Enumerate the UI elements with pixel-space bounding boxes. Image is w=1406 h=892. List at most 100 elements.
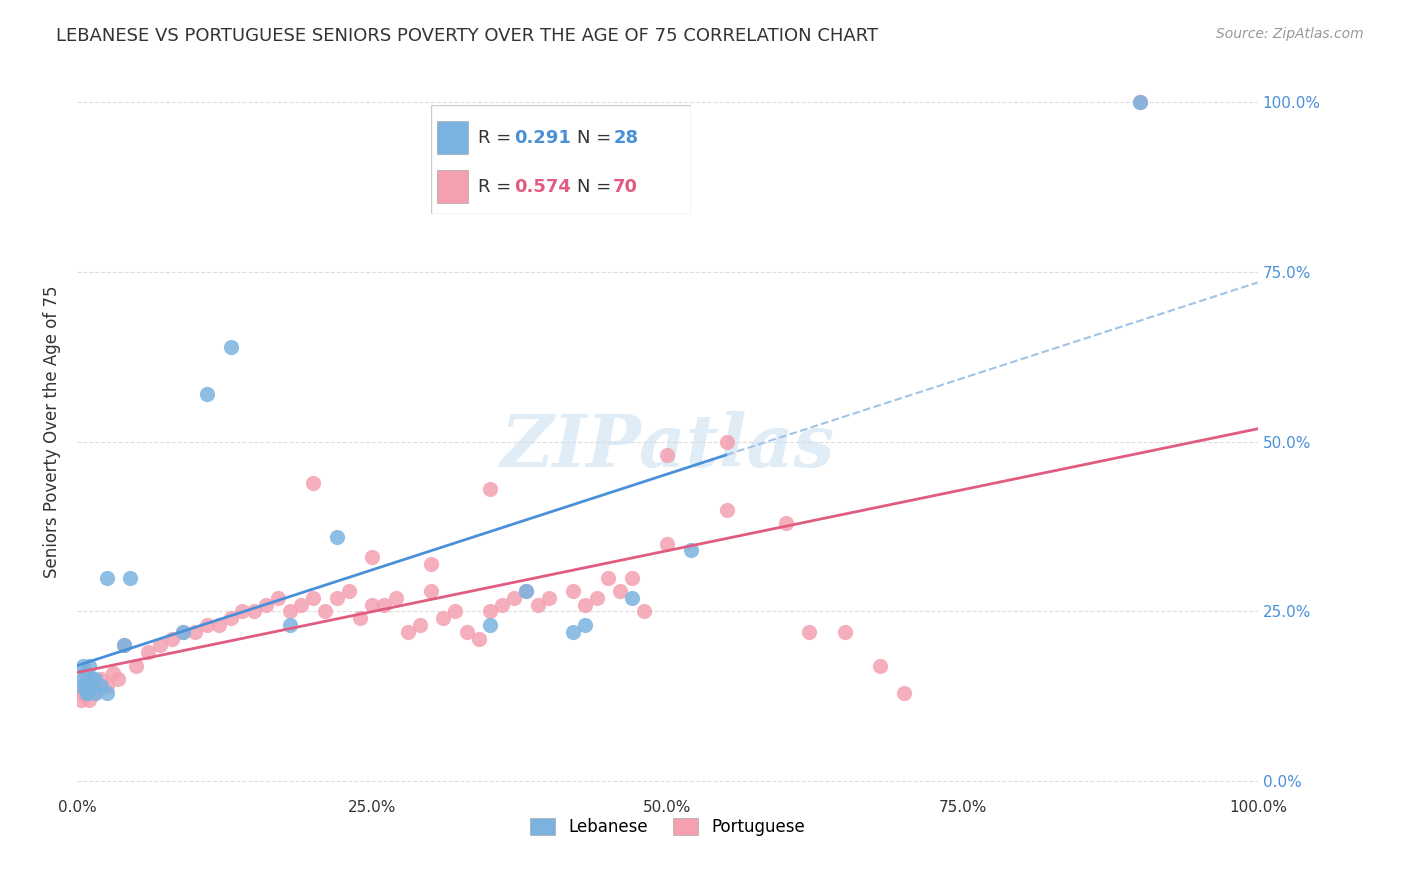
- Point: [76, 686, 98, 700]
- Point: [326, 530, 349, 544]
- Point: [799, 624, 821, 639]
- Point: [515, 584, 537, 599]
- Point: [326, 591, 349, 605]
- Point: [75, 665, 97, 680]
- Point: [219, 611, 242, 625]
- Point: [107, 673, 129, 687]
- Point: [96, 679, 118, 693]
- Point: [538, 591, 561, 605]
- Point: [195, 618, 218, 632]
- Point: [574, 618, 596, 632]
- Point: [621, 591, 644, 605]
- Point: [75, 679, 97, 693]
- Point: [598, 570, 620, 584]
- Point: [302, 591, 325, 605]
- Point: [681, 543, 703, 558]
- Point: [90, 679, 112, 693]
- Point: [149, 639, 172, 653]
- Point: [633, 604, 655, 618]
- Point: [254, 598, 277, 612]
- Point: [172, 624, 194, 639]
- Point: [467, 632, 489, 646]
- Point: [76, 686, 98, 700]
- Point: [112, 639, 135, 653]
- Point: [420, 557, 443, 571]
- Point: [96, 570, 118, 584]
- Point: [585, 591, 607, 605]
- Point: [80, 673, 103, 687]
- Point: [243, 604, 266, 618]
- Point: [337, 584, 360, 599]
- Point: [278, 604, 301, 618]
- Point: [83, 673, 105, 687]
- Point: [775, 516, 797, 531]
- Point: [77, 658, 100, 673]
- Point: [120, 570, 142, 584]
- Point: [657, 536, 679, 550]
- Point: [1129, 95, 1152, 110]
- Point: [479, 604, 502, 618]
- Point: [349, 611, 371, 625]
- Point: [420, 584, 443, 599]
- Point: [83, 686, 105, 700]
- Point: [69, 692, 91, 706]
- Point: [834, 624, 856, 639]
- Point: [444, 604, 467, 618]
- Point: [562, 584, 585, 599]
- Point: [96, 686, 118, 700]
- Legend: Lebanese, Portuguese: Lebanese, Portuguese: [522, 810, 813, 845]
- Point: [408, 618, 430, 632]
- Point: [125, 658, 148, 673]
- Point: [80, 673, 103, 687]
- Point: [302, 475, 325, 490]
- Point: [69, 679, 91, 693]
- Point: [290, 598, 312, 612]
- Point: [112, 639, 135, 653]
- Point: [503, 591, 526, 605]
- Point: [373, 598, 395, 612]
- Point: [73, 686, 96, 700]
- Point: [515, 584, 537, 599]
- Point: [657, 449, 679, 463]
- Point: [76, 679, 98, 693]
- Point: [267, 591, 290, 605]
- Y-axis label: Seniors Poverty Over the Age of 75: Seniors Poverty Over the Age of 75: [44, 285, 60, 578]
- Point: [456, 624, 478, 639]
- Point: [574, 598, 596, 612]
- Point: [72, 658, 94, 673]
- Point: [72, 673, 94, 687]
- Point: [278, 618, 301, 632]
- Point: [90, 673, 112, 687]
- Text: ZIPatlas: ZIPatlas: [501, 410, 835, 482]
- Point: [479, 483, 502, 497]
- Point: [72, 686, 94, 700]
- Point: [562, 624, 585, 639]
- Point: [208, 618, 231, 632]
- Point: [361, 550, 384, 565]
- Point: [219, 340, 242, 354]
- Point: [195, 387, 218, 401]
- Point: [893, 686, 915, 700]
- Point: [77, 679, 100, 693]
- Point: [716, 434, 738, 449]
- Point: [526, 598, 548, 612]
- Point: [361, 598, 384, 612]
- Point: [432, 611, 454, 625]
- Point: [621, 570, 644, 584]
- Point: [609, 584, 631, 599]
- Point: [1129, 95, 1152, 110]
- Point: [77, 692, 100, 706]
- Point: [314, 604, 336, 618]
- Point: [491, 598, 513, 612]
- Point: [869, 658, 891, 673]
- Point: [716, 502, 738, 516]
- Point: [385, 591, 408, 605]
- Point: [479, 618, 502, 632]
- Point: [396, 624, 419, 639]
- Point: [101, 665, 124, 680]
- Point: [184, 624, 207, 639]
- Point: [231, 604, 253, 618]
- Text: LEBANESE VS PORTUGUESE SENIORS POVERTY OVER THE AGE OF 75 CORRELATION CHART: LEBANESE VS PORTUGUESE SENIORS POVERTY O…: [56, 27, 879, 45]
- Text: Source: ZipAtlas.com: Source: ZipAtlas.com: [1216, 27, 1364, 41]
- Point: [83, 686, 105, 700]
